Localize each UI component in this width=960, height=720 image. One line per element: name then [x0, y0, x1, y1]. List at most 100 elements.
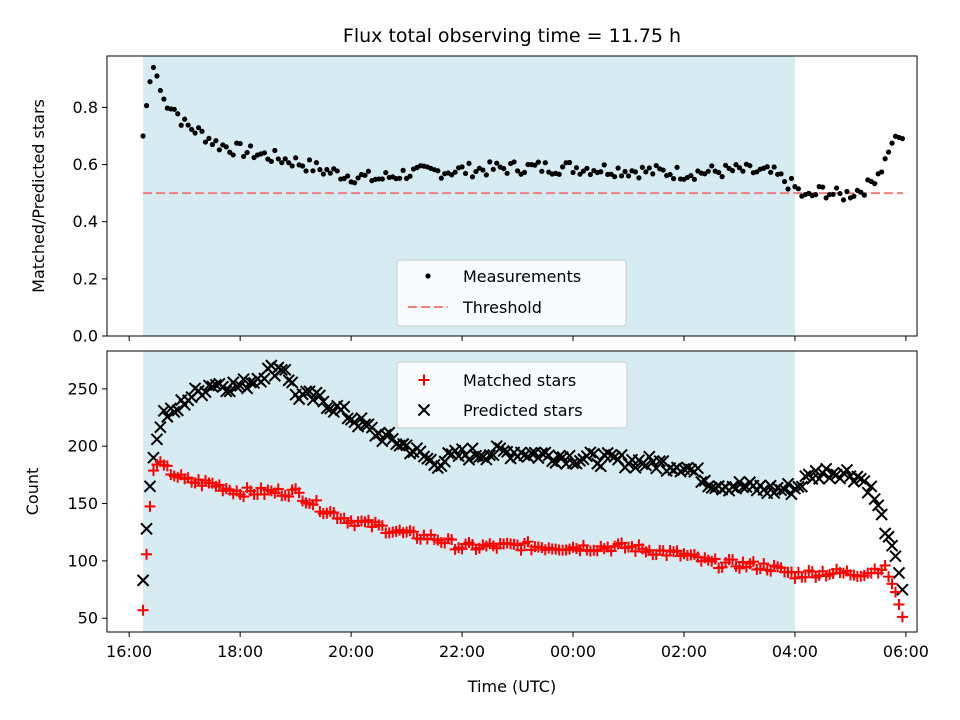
matched-star-point — [255, 482, 267, 494]
chart-title: Flux total observing time = 11.75 h — [343, 25, 681, 47]
predicted-star-point — [792, 480, 805, 494]
measurement-point — [407, 173, 413, 179]
legend-marker-measurements — [425, 273, 431, 279]
measurement-point — [351, 180, 358, 186]
y-tick-label: 0.8 — [73, 98, 98, 117]
matched-star-point — [376, 520, 388, 532]
measurement-point — [722, 162, 729, 168]
matched-star-point — [310, 494, 322, 506]
measurement-point — [189, 126, 195, 133]
measurement-point — [223, 144, 229, 150]
measurement-point — [521, 169, 528, 175]
predicted-star-point — [279, 363, 292, 377]
measurement-point — [261, 150, 268, 156]
measurement-point — [636, 175, 642, 181]
predicted-star-point — [858, 474, 871, 488]
predicted-star-point — [778, 483, 791, 496]
matched-star-point — [879, 559, 891, 571]
matched-star-point — [328, 507, 340, 519]
measurement-point — [736, 165, 743, 171]
measurement-point — [247, 143, 254, 149]
predicted-star-point — [223, 385, 236, 398]
matched-star-point — [147, 465, 159, 477]
matched-star-point — [893, 598, 905, 610]
measurement-point — [299, 163, 306, 169]
measurement-point — [272, 147, 278, 154]
measurement-point — [383, 169, 389, 176]
matched-star-point — [629, 545, 641, 557]
measurement-point — [580, 168, 587, 174]
legend-x-glyph — [417, 403, 431, 417]
measurement-point — [823, 195, 829, 201]
measurement-point — [345, 173, 351, 179]
measurement-point — [310, 168, 316, 174]
matched-star-point — [799, 571, 811, 583]
count-legend-box — [396, 361, 628, 429]
predicted-star-point — [358, 418, 372, 431]
measurement-point — [612, 174, 618, 180]
predicted-star-point — [265, 359, 278, 372]
ratio-panel: 0.0 0.2 0.4 0.6 0.8 Flux total observing tim… — [29, 25, 918, 346]
measurement-point — [830, 191, 836, 197]
count-legend: Matched stars Predicted stars — [396, 361, 628, 429]
predicted-star-point — [258, 372, 271, 385]
measurement-point — [573, 165, 580, 171]
count-x-ticks: 16:00 18:00 20:00 22:00 00:00 02:00 04:00 06:00 — [106, 632, 929, 661]
measurement-point — [504, 170, 510, 176]
measurement-point — [837, 190, 843, 197]
matched-star-point — [896, 611, 908, 623]
measurement-point — [185, 122, 191, 128]
legend-label-measurements: Measurements — [463, 267, 581, 286]
measurement-point — [362, 172, 368, 178]
measurement-point — [480, 167, 486, 173]
measurement-point — [667, 171, 673, 178]
predicted-star-point — [653, 454, 666, 468]
measurement-point — [882, 156, 888, 162]
predicted-star-point — [813, 472, 826, 485]
predicted-star-point — [691, 461, 705, 475]
measurement-point — [397, 175, 403, 181]
matched-star-point — [161, 460, 173, 472]
measurement-point — [379, 176, 385, 182]
measurement-point — [435, 168, 441, 174]
predicted-star-point — [615, 448, 628, 462]
measurement-point — [622, 168, 628, 175]
y-tick-label: 100 — [67, 551, 98, 570]
measurement-point — [490, 166, 496, 172]
ratio-plot-frame — [106, 55, 918, 337]
time-x-axis-label: Time (UTC) — [467, 677, 556, 696]
ratio-x-ticks — [128, 336, 907, 341]
predicted-star-point — [573, 454, 587, 467]
measurement-point — [560, 164, 566, 170]
predicted-star-point — [795, 480, 809, 493]
measurement-point — [584, 165, 590, 171]
matched-star-point — [293, 487, 305, 499]
measurement-point — [764, 164, 770, 170]
matched-star-point — [141, 548, 153, 560]
measurement-point — [861, 192, 867, 198]
measurement-point — [192, 130, 198, 136]
predicted-star-point — [833, 472, 847, 485]
y-tick-label: 0.0 — [73, 327, 98, 346]
predicted-star-point — [376, 435, 389, 448]
measurement-point — [303, 168, 309, 174]
matched-star-point — [883, 571, 895, 583]
matched-star-point — [362, 514, 374, 526]
x-tick-label: 22:00 — [439, 642, 485, 661]
measurement-point — [539, 168, 545, 174]
measurement-point — [209, 141, 216, 148]
measurement-point — [615, 165, 621, 171]
matched-star-point — [144, 500, 156, 512]
predicted-star-point — [306, 393, 320, 406]
predicted-star-point — [826, 467, 840, 480]
predicted-star-point — [733, 475, 746, 489]
measurement-point — [140, 133, 146, 139]
measurement-point — [556, 171, 562, 177]
measurement-point — [618, 173, 625, 179]
predicted-star-point — [629, 461, 642, 474]
measurement-point — [709, 163, 715, 169]
measurement-point — [154, 73, 160, 79]
measurement-point — [213, 138, 219, 144]
matched-star-point — [446, 534, 458, 546]
measurement-point — [795, 186, 802, 192]
